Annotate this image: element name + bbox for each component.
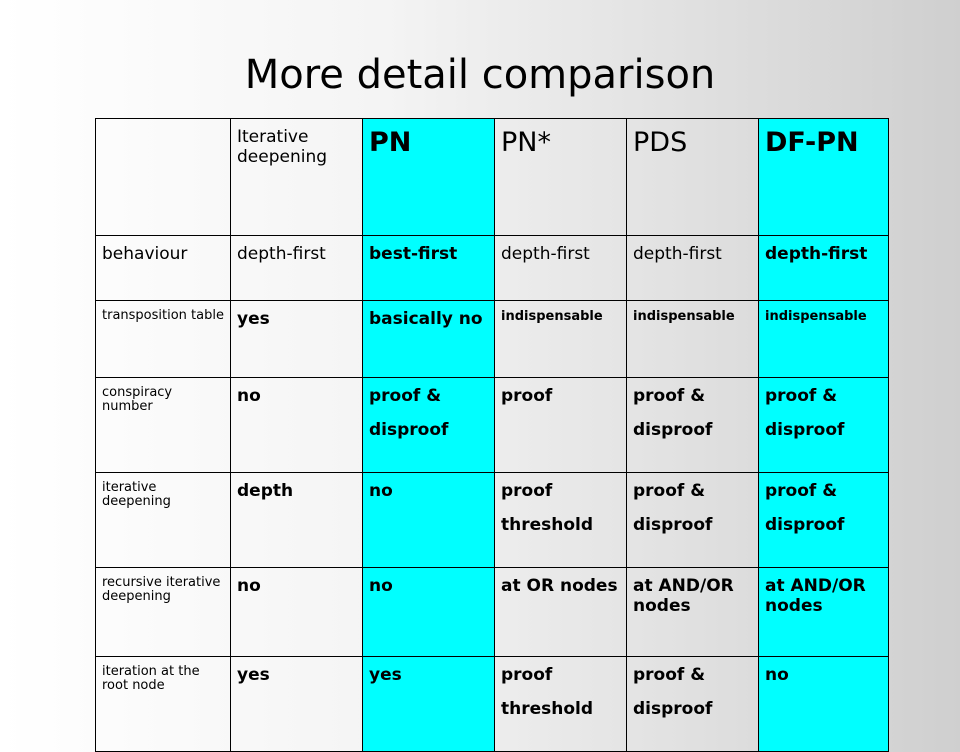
table-cell: depth-first — [758, 235, 889, 301]
table-row: iteration at the root node yes yes proof… — [95, 656, 889, 752]
table-row: iterative deepening depth no proof thresh… — [95, 472, 889, 568]
table-cell: proof — [494, 377, 627, 473]
table-cell: indispensable — [758, 300, 889, 378]
table-cell: depth-first — [494, 235, 627, 301]
header-empty-cell — [95, 118, 231, 236]
table-cell: indispensable — [494, 300, 627, 378]
row-label: recursive iterative deepening — [95, 567, 231, 657]
table-row: conspiracy number no proof & disproof pro… — [95, 377, 889, 473]
table-cell: proof threshold — [494, 656, 627, 752]
table-cell: proof threshold — [494, 472, 627, 568]
row-label: iterative deepening — [95, 472, 231, 568]
table-cell: proof & disproof — [758, 472, 889, 568]
table-cell: yes — [362, 656, 495, 752]
header-iterative-deepening: Iterative deepening — [230, 118, 363, 236]
table-cell: at AND/OR nodes — [626, 567, 759, 657]
page-title: More detail comparison — [244, 52, 716, 98]
table-cell: no — [758, 656, 889, 752]
comparison-table: Iterative deepening PN PN* PDS DF-PN beh… — [95, 118, 889, 752]
table-cell: proof & disproof — [758, 377, 889, 473]
table-row: behaviour depth-first best-first depth-f… — [95, 235, 889, 301]
header-df-pn: DF-PN — [758, 118, 889, 236]
table-cell: indispensable — [626, 300, 759, 378]
table-cell: at OR nodes — [494, 567, 627, 657]
header-pn: PN — [362, 118, 495, 236]
table-cell: depth-first — [230, 235, 363, 301]
table-cell: no — [230, 567, 363, 657]
table-cell: no — [362, 567, 495, 657]
table-header-row: Iterative deepening PN PN* PDS DF-PN — [95, 118, 889, 236]
row-label: conspiracy number — [95, 377, 231, 473]
table-cell: at AND/OR nodes — [758, 567, 889, 657]
table-cell: no — [230, 377, 363, 473]
table-cell: yes — [230, 656, 363, 752]
table-cell: proof & disproof — [626, 656, 759, 752]
table-cell: proof & disproof — [626, 472, 759, 568]
table-cell: basically no — [362, 300, 495, 378]
table-cell: depth — [230, 472, 363, 568]
row-label: behaviour — [95, 235, 231, 301]
row-label: iteration at the root node — [95, 656, 231, 752]
table-cell: proof & disproof — [626, 377, 759, 473]
table-row: transposition table yes basically no ind… — [95, 300, 889, 378]
header-pds: PDS — [626, 118, 759, 236]
table-cell: depth-first — [626, 235, 759, 301]
table-cell: proof & disproof — [362, 377, 495, 473]
table-cell: best-first — [362, 235, 495, 301]
table-cell: yes — [230, 300, 363, 378]
row-label: transposition table — [95, 300, 231, 378]
header-pn-star: PN* — [494, 118, 627, 236]
table-cell: no — [362, 472, 495, 568]
table-row: recursive iterative deepening no no at O… — [95, 567, 889, 657]
